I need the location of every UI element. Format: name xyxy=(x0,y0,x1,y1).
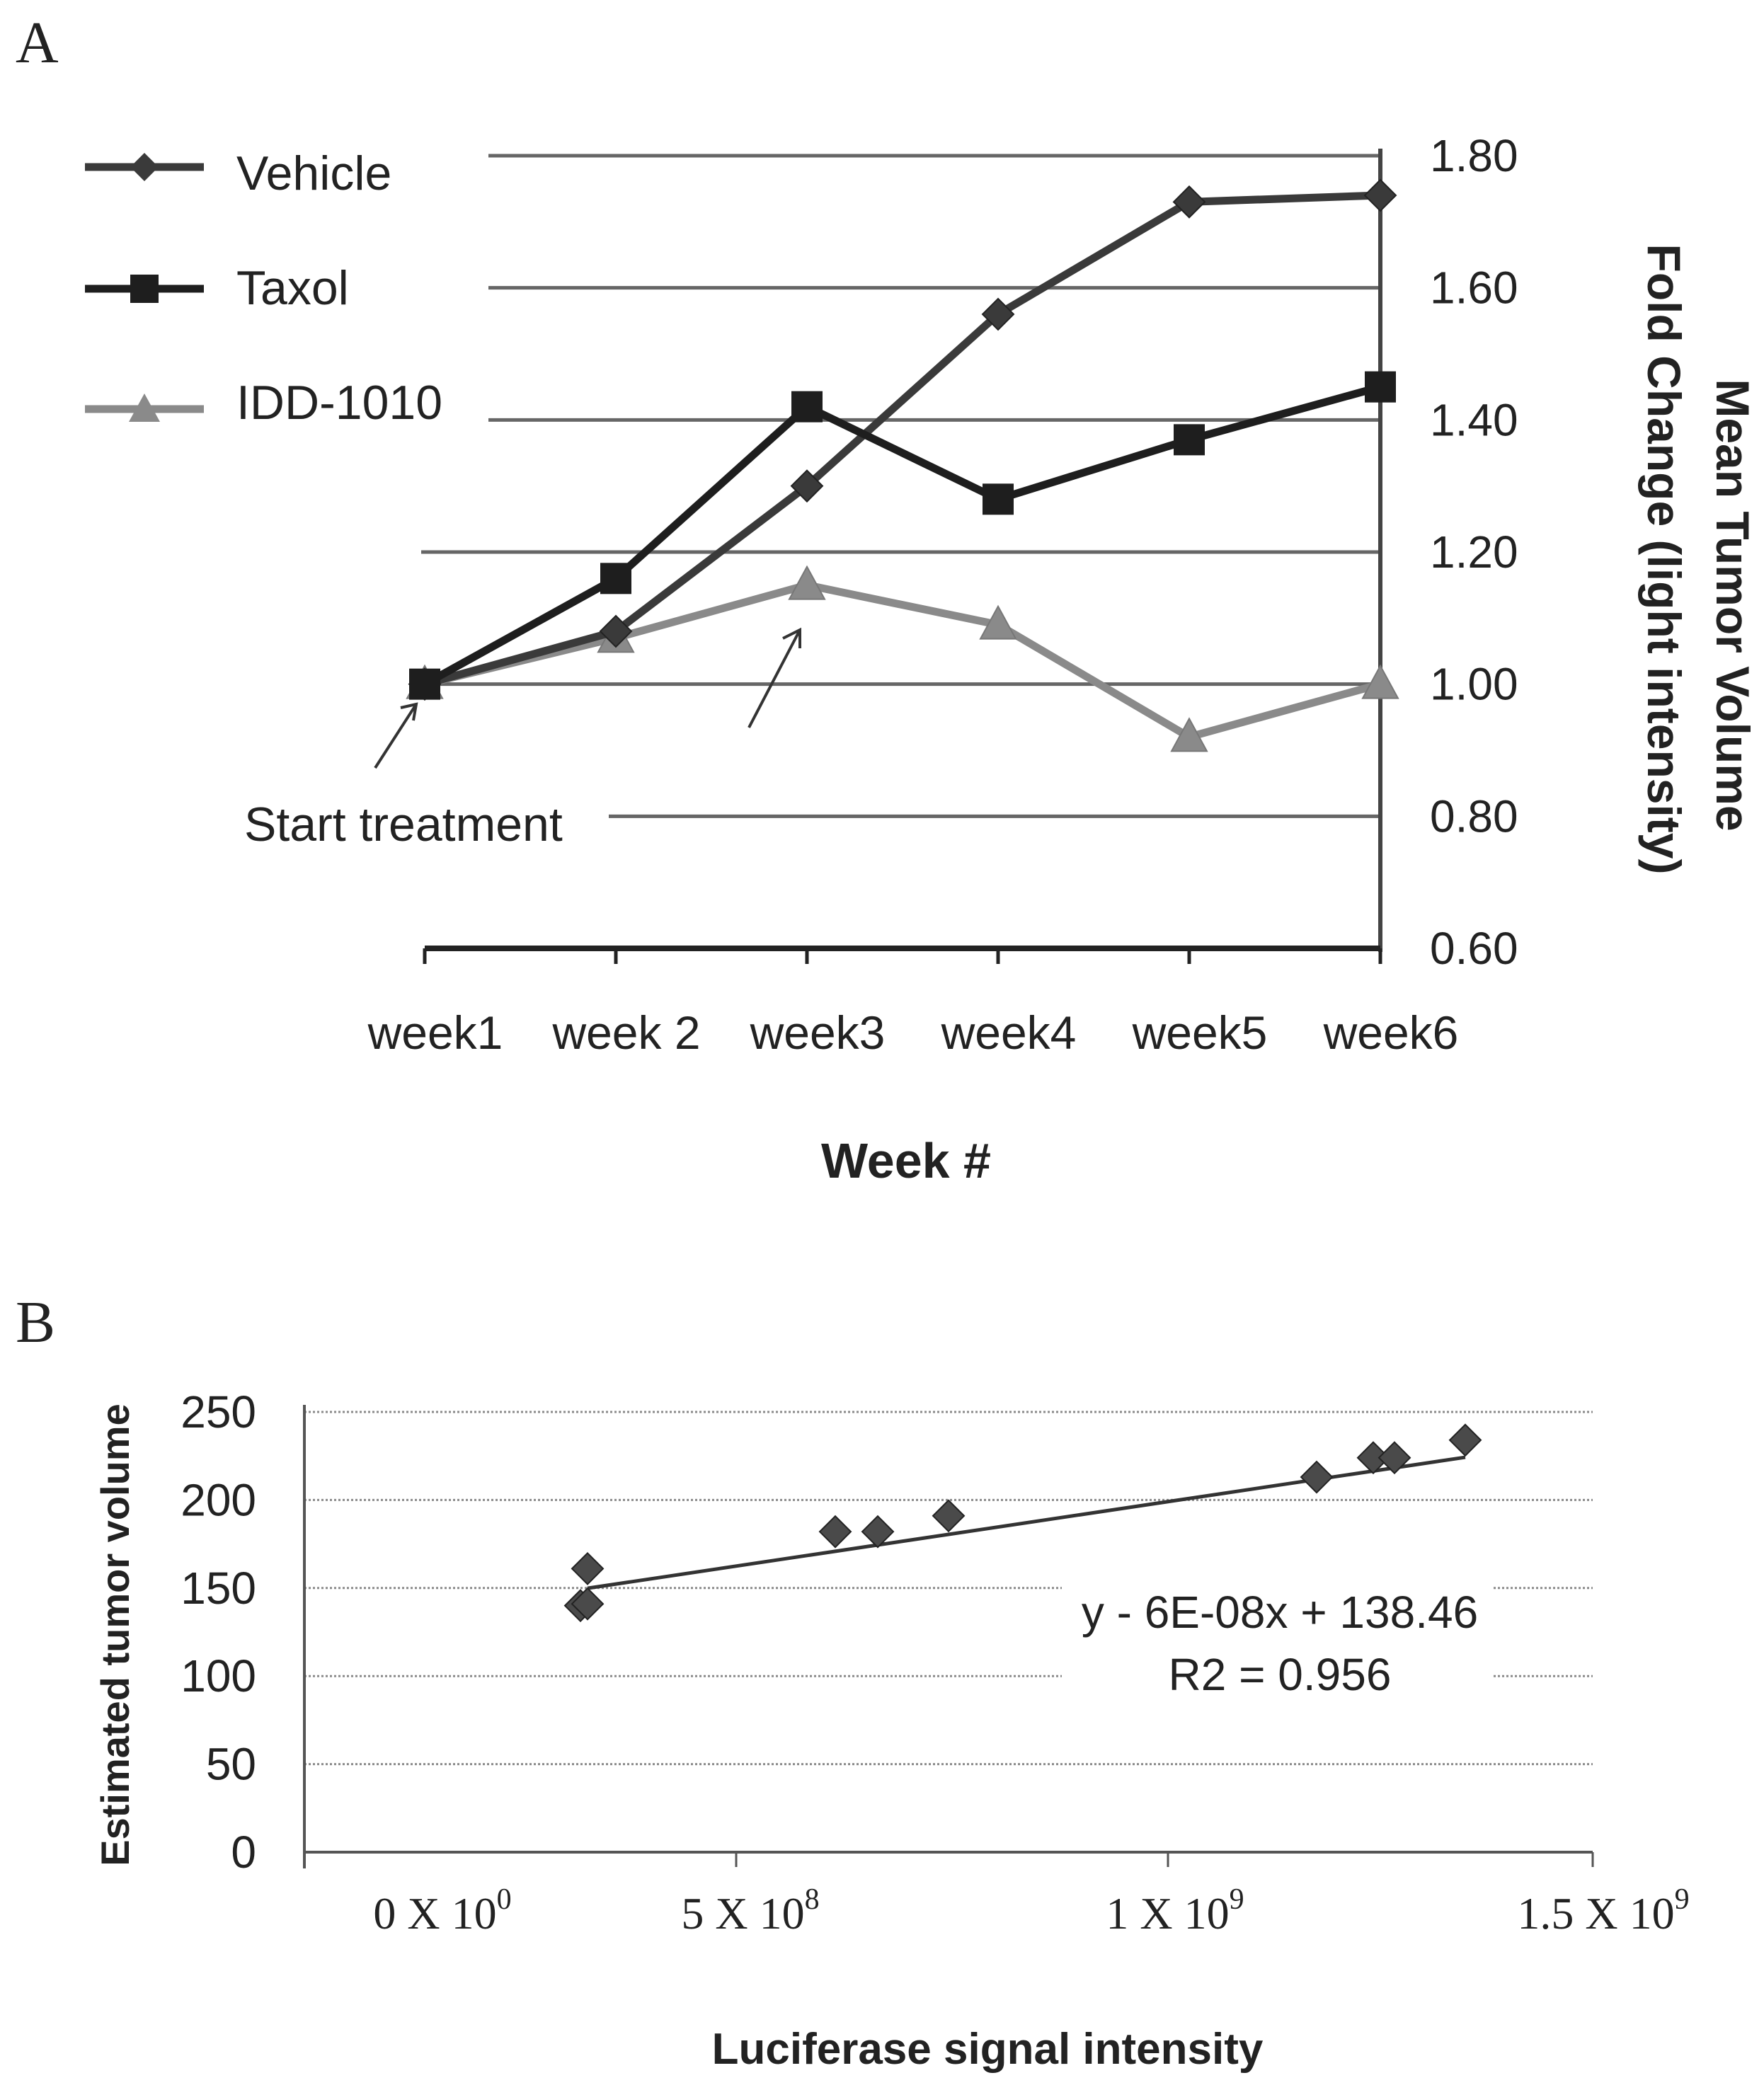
scatter-point xyxy=(861,1515,895,1549)
scatter-point xyxy=(818,1515,852,1549)
panel-a-x-tick-label: week 2 xyxy=(551,1006,700,1059)
panel-a-legend: Vehicle Taxol IDD-1010 xyxy=(85,147,442,430)
panel-a-x-tick-label: week1 xyxy=(367,1006,503,1059)
panel-b-label: B xyxy=(16,1290,55,1355)
panel-b-points xyxy=(563,1423,1482,1623)
tick-base: 0 X 10 xyxy=(373,1888,496,1938)
series-idd1010-line xyxy=(423,581,1382,741)
scatter-point xyxy=(571,1552,605,1585)
tick-base: 5 X 10 xyxy=(681,1888,804,1938)
legend-vehicle-label: Vehicle xyxy=(236,147,391,200)
panel-a-x-tick-label: week4 xyxy=(941,1006,1077,1059)
scatter-point xyxy=(932,1499,966,1533)
panel-a-series xyxy=(406,178,1399,752)
panel-a-x-tick-label: week6 xyxy=(1323,1006,1459,1059)
panel-b-x-tick-labels: 0 X 100 5 X 108 1 X 109 1.5 X 109 xyxy=(373,1883,1689,1938)
equation-background xyxy=(1062,1568,1494,1709)
panel-a-y-tick-label: 1.60 xyxy=(1430,263,1518,314)
arrow-week1-head-icon xyxy=(400,702,418,721)
legend-vehicle-diamond-icon xyxy=(130,153,159,181)
legend-taxol-label: Taxol xyxy=(236,261,349,315)
start-treatment-annotation: Start treatment xyxy=(244,627,801,851)
panel-a-y-tick-label: 0.60 xyxy=(1430,923,1518,974)
series-taxol-point xyxy=(1365,371,1396,403)
scatter-point xyxy=(1300,1460,1334,1494)
tick-exponent: 8 xyxy=(805,1883,820,1916)
panel-b-y-tick-label: 200 xyxy=(181,1474,256,1525)
series-idd1010-point xyxy=(788,565,826,600)
tick-exponent: 0 xyxy=(497,1883,512,1916)
r-squared: R2 = 0.956 xyxy=(1169,1649,1392,1700)
panel-a-label: A xyxy=(16,10,59,76)
panel-a-x-tick-labels: week1 week 2 week3 week4 week5 week6 xyxy=(367,1006,1459,1059)
panel-a-x-title: Week # xyxy=(821,1133,991,1188)
series-taxol-point xyxy=(791,391,823,423)
tick-exponent: 9 xyxy=(1675,1883,1690,1916)
panel-b-y-tick-label: 250 xyxy=(181,1386,256,1437)
tick-exponent: 9 xyxy=(1230,1883,1244,1916)
series-taxol-point xyxy=(1174,424,1205,456)
series-taxol-point xyxy=(409,668,440,700)
trendline-equation: y - 6E-08x + 138.46 xyxy=(1082,1587,1478,1638)
series-taxol-point xyxy=(600,563,631,595)
panel-a-y-title-line1: Mean Tumor Volume xyxy=(1707,379,1759,831)
panel-a-y-tick-label: 1.40 xyxy=(1430,394,1518,445)
arrow-week1-shaft xyxy=(374,703,418,769)
legend-taxol-square-icon xyxy=(130,275,159,303)
series-taxol-point xyxy=(983,483,1014,515)
tick-base: 1 X 10 xyxy=(1106,1888,1229,1938)
series-idd1010-point xyxy=(979,604,1017,640)
legend-item-idd1010: IDD-1010 xyxy=(85,376,442,430)
start-treatment-label: Start treatment xyxy=(244,798,563,851)
legend-item-taxol: Taxol xyxy=(85,261,349,315)
series-idd1010-point xyxy=(1170,717,1208,752)
panel-a-y-tick-label: 0.80 xyxy=(1430,791,1518,842)
panel-b-y-title: Estimated tumor volume xyxy=(93,1403,137,1866)
series-vehicle-point xyxy=(1363,178,1397,212)
panel-b-y-tick-labels: 250 200 150 100 50 0 xyxy=(181,1386,256,1878)
panel-a-y-tick-label: 1.20 xyxy=(1430,527,1518,578)
series-vehicle-line xyxy=(423,191,1381,688)
series-vehicle-point xyxy=(981,297,1015,331)
arrow-week3-shaft xyxy=(748,629,801,728)
panel-b-x-ticks xyxy=(303,1852,1594,1867)
legend-item-vehicle: Vehicle xyxy=(85,147,391,200)
legend-idd1010-label: IDD-1010 xyxy=(236,376,442,430)
legend-idd1010-triangle-icon xyxy=(129,394,160,422)
tick-base: 1.5 X 10 xyxy=(1517,1888,1674,1938)
panel-b-x-tick-label: 1 X 109 xyxy=(1106,1883,1244,1938)
series-idd1010-point xyxy=(1361,664,1399,699)
panel-b-x-tick-label: 0 X 100 xyxy=(373,1883,511,1938)
panel-a-x-ticks xyxy=(423,948,1382,964)
panel-a-y-title-line2: Fold Change (light intensity) xyxy=(1638,244,1690,875)
panel-a-y-tick-labels: 1.80 1.60 1.40 1.20 1.00 0.80 0.60 xyxy=(1430,130,1518,974)
panel-b-x-title: Luciferase signal intensity xyxy=(712,2025,1264,2074)
panel-a-y-tick-label: 1.00 xyxy=(1430,659,1518,710)
panel-b-y-tick-label: 50 xyxy=(206,1739,256,1790)
panel-b-y-tick-label: 100 xyxy=(181,1650,256,1701)
series-taxol-line xyxy=(423,383,1382,688)
arrow-week3-head-icon xyxy=(782,627,801,648)
panel-a-x-tick-label: week3 xyxy=(750,1006,886,1059)
scatter-point xyxy=(1378,1441,1411,1475)
panel-b-y-tick-label: 0 xyxy=(231,1827,256,1878)
series-vehicle-point xyxy=(599,614,633,648)
panel-a-x-tick-label: week5 xyxy=(1132,1006,1268,1059)
scatter-point xyxy=(571,1587,605,1621)
scatter-point xyxy=(1448,1423,1482,1457)
series-vehicle-point xyxy=(790,469,824,503)
series-vehicle-point xyxy=(1172,185,1206,219)
panel-b-y-tick-label: 150 xyxy=(181,1563,256,1614)
panel-a-y-tick-label: 1.80 xyxy=(1430,130,1518,181)
panel-b-x-tick-label: 1.5 X 109 xyxy=(1517,1883,1689,1938)
panel-b-x-tick-label: 5 X 108 xyxy=(681,1883,819,1938)
panel-a-gridlines xyxy=(421,154,1380,818)
